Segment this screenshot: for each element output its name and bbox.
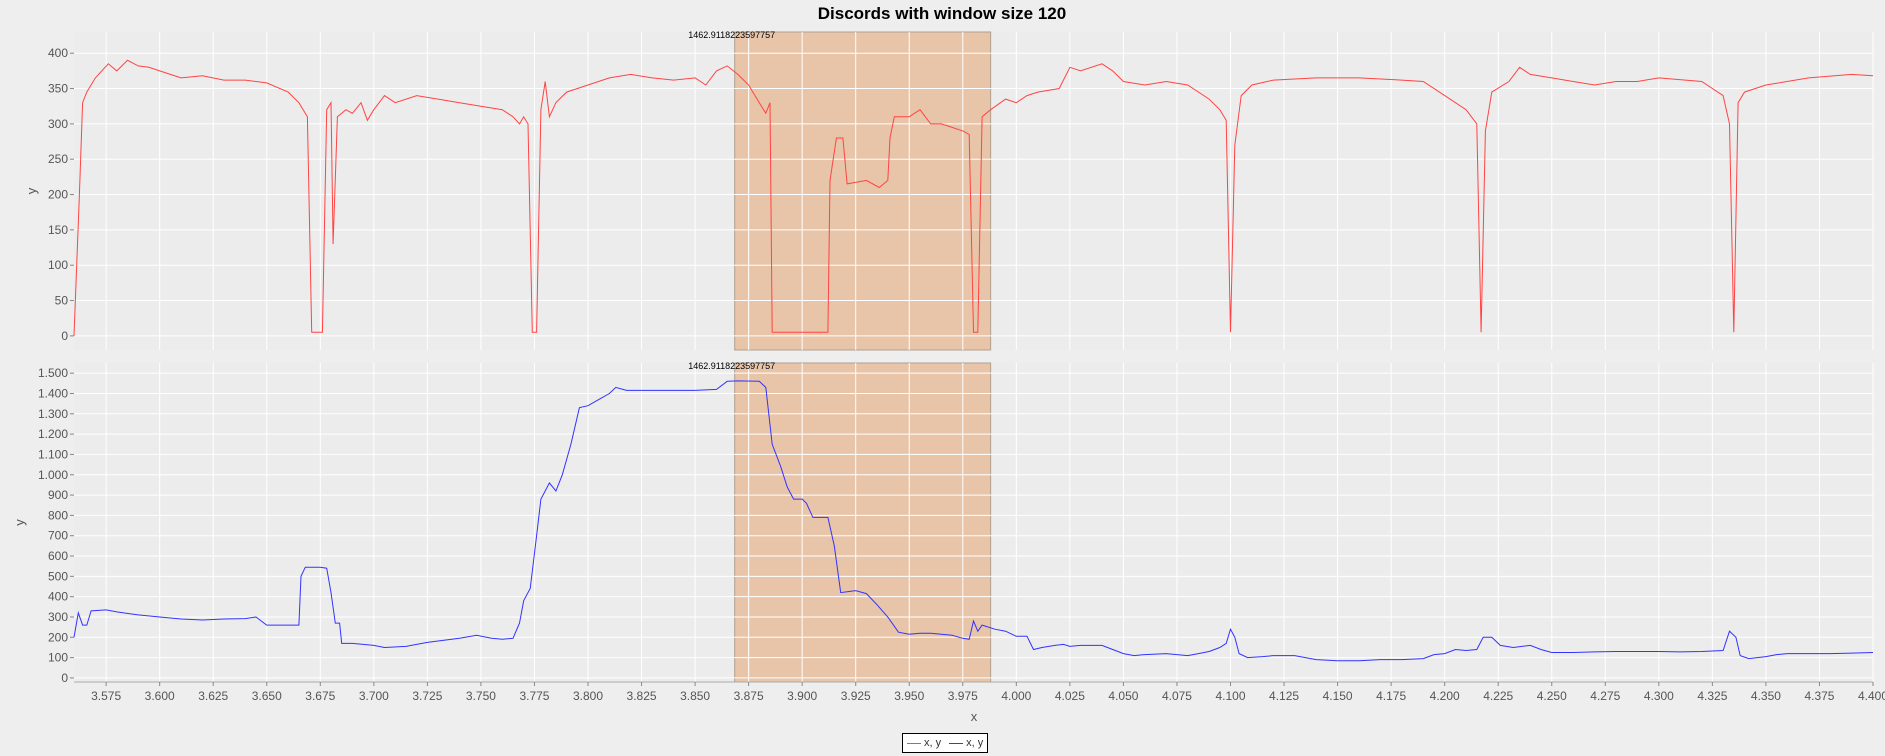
x-tick-label-25: 4.200 (1430, 689, 1460, 703)
x-tick-label-5: 3.700 (359, 689, 389, 703)
x-tick-label-12: 3.875 (734, 689, 764, 703)
series-line-1-0 (73, 380, 1874, 662)
y-tick-label-0-6: 300 (48, 117, 68, 131)
y-tick-label-1-8: 800 (48, 508, 68, 522)
y-tick-label-1-6: 600 (48, 549, 68, 563)
legend-entry-red: x, y (907, 737, 941, 749)
x-tick-label-23: 4.150 (1323, 689, 1353, 703)
discord-highlight-0 (734, 31, 992, 351)
x-tick-label-1: 3.600 (145, 689, 175, 703)
x-axis-label: x (971, 709, 978, 724)
y-tick-label-0-3: 150 (48, 223, 68, 237)
y-tick-label-1-1: 100 (48, 651, 68, 665)
x-tick-label-14: 3.925 (841, 689, 871, 703)
x-tick-label-19: 4.050 (1108, 689, 1138, 703)
y-tick-label-1-12: 1.200 (38, 427, 68, 441)
x-tick-label-15: 3.950 (894, 689, 924, 703)
x-tick-label-31: 4.350 (1751, 689, 1781, 703)
y-tick-label-0-0: 0 (61, 329, 68, 343)
discord-highlight-1 (734, 362, 992, 683)
legend-swatch-red (907, 742, 921, 744)
x-tick-label-28: 4.275 (1590, 689, 1620, 703)
y-tick-label-1-7: 700 (48, 529, 68, 543)
series-line-0-0 (73, 59, 1874, 336)
y-tick-label-0-2: 100 (48, 258, 68, 272)
x-tick-label-21: 4.100 (1215, 689, 1245, 703)
y-tick-label-1-4: 400 (48, 590, 68, 604)
x-tick-label-4: 3.675 (305, 689, 335, 703)
chart-title: Discords with window size 120 (818, 4, 1066, 23)
y-tick-label-1-14: 1.400 (38, 386, 68, 400)
legend-swatch-blue (949, 742, 964, 744)
x-tick-label-9: 3.800 (573, 689, 603, 703)
x-tick-label-11: 3.850 (680, 689, 710, 703)
legend-entry-blue: x, y (949, 737, 983, 749)
x-tick-label-18: 4.025 (1055, 689, 1085, 703)
x-tick-label-27: 4.250 (1537, 689, 1567, 703)
y-tick-label-1-5: 500 (48, 569, 68, 583)
y-tick-label-0-7: 350 (48, 82, 68, 96)
x-tick-label-17: 4.000 (1001, 689, 1031, 703)
x-tick-label-2: 3.625 (198, 689, 228, 703)
y-tick-label-1-0: 0 (61, 671, 68, 685)
x-tick-label-30: 4.325 (1697, 689, 1727, 703)
y-tick-label-0-8: 400 (48, 46, 68, 60)
legend-label-blue: x, y (966, 737, 984, 749)
x-tick-label-20: 4.075 (1162, 689, 1192, 703)
legend: x, y x, y (902, 733, 989, 753)
discord-annotation-0: 1462.9118223597757 (688, 30, 775, 40)
y-axis-label-1: y (12, 519, 27, 526)
y-tick-label-1-15: 1.500 (38, 366, 68, 380)
top-panel: 0 50 100 150 200 250 300 350 400 y 1462.9118223597… (24, 30, 1874, 351)
x-tick-label-0: 3.575 (91, 689, 121, 703)
y-tick-label-1-13: 1.300 (38, 407, 68, 421)
x-tick-label-33: 4.400 (1858, 689, 1885, 703)
y-tick-label-0-5: 250 (48, 152, 68, 166)
x-tick-label-26: 4.225 (1483, 689, 1513, 703)
x-tick-label-29: 4.300 (1644, 689, 1674, 703)
y-tick-label-1-3: 300 (48, 610, 68, 624)
x-tick-label-7: 3.750 (466, 689, 496, 703)
legend-label-red: x, y (924, 737, 942, 749)
y-tick-label-1-9: 900 (48, 488, 68, 502)
y-tick-label-0-1: 50 (55, 294, 69, 308)
y-axis-label-0: y (24, 187, 39, 194)
x-tick-label-10: 3.825 (627, 689, 657, 703)
x-tick-label-16: 3.975 (948, 689, 978, 703)
x-tick-label-6: 3.725 (412, 689, 442, 703)
discord-annotation-1: 1462.9118223597757 (688, 361, 775, 371)
x-axis: 3.575 3.600 3.625 3.650 3.675 3.700 3.725 3.750… (74, 681, 1885, 703)
x-tick-label-24: 4.175 (1376, 689, 1406, 703)
y-tick-label-1-10: 1.000 (38, 468, 68, 482)
bottom-panel: 0 100 200 300 400 500 600 700 800 900 1.000 1.100 1.… (12, 361, 1874, 685)
x-tick-label-13: 3.900 (787, 689, 817, 703)
y-tick-label-1-2: 200 (48, 630, 68, 644)
y-tick-label-0-4: 200 (48, 188, 68, 202)
x-tick-label-8: 3.775 (519, 689, 549, 703)
y-tick-label-1-11: 1.100 (38, 447, 68, 461)
x-tick-label-22: 4.125 (1269, 689, 1299, 703)
x-tick-label-32: 4.375 (1804, 689, 1834, 703)
x-tick-label-3: 3.650 (252, 689, 282, 703)
